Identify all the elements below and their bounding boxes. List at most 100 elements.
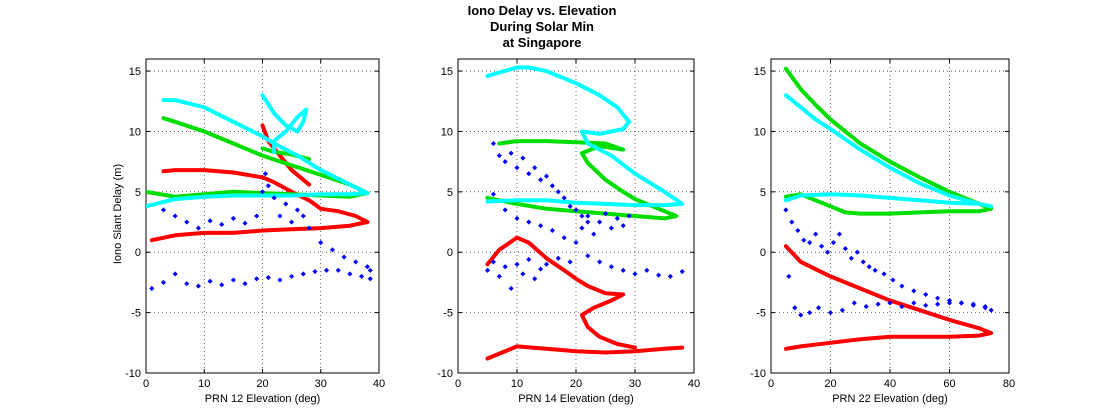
blue-data-point (807, 310, 813, 316)
blue-data-point (324, 267, 330, 273)
red-series-line (485, 344, 685, 361)
blue-data-point (184, 281, 190, 287)
y-tick-label: 0 (135, 247, 141, 259)
x-tick-label: 10 (511, 378, 523, 390)
x-axis-label: PRN 14 Elevation (deg) (518, 393, 634, 405)
y-tick-label: 15 (754, 66, 766, 78)
y-tick-label: -5 (131, 308, 141, 320)
blue-data-point (283, 201, 289, 207)
blue-data-point (549, 227, 555, 234)
blue-data-point (958, 300, 964, 306)
blue-data-point (277, 277, 283, 283)
blue-data-point (792, 305, 798, 311)
blue-data-point (608, 264, 614, 270)
blue-data-point (538, 266, 544, 272)
blue-data-point (490, 191, 496, 197)
blue-data-point (827, 310, 834, 316)
blue-data-point (520, 271, 526, 277)
blue-data-point (899, 304, 905, 310)
blue-data-point (824, 249, 831, 255)
blue-data-point (549, 183, 555, 189)
blue-data-point (219, 282, 225, 288)
red-series-line (260, 123, 312, 187)
blue-data-point (875, 301, 881, 307)
blue-data-point (935, 295, 941, 301)
blue-data-point (367, 276, 373, 282)
cyan-series-line (783, 93, 994, 209)
x-tick-label: 20 (570, 378, 582, 390)
blue-data-point (184, 219, 190, 225)
blue-data-point (579, 225, 585, 231)
blue-data-point (172, 271, 178, 277)
cyan-series-line (146, 98, 370, 209)
blue-data-point (502, 159, 508, 165)
blue-data-point (347, 271, 353, 277)
blue-data-point (801, 237, 807, 243)
x-axis-label: PRN 22 Elevation (deg) (832, 393, 948, 405)
subplots: 0 10 20 30 40 -10 -5 0 5 10 15 PRN 12 Elevation (de… (125, 58, 1015, 405)
y-tick-label: -10 (437, 368, 453, 380)
x-tick-label: 40 (373, 378, 385, 390)
blue-data-point (543, 261, 550, 267)
blue-data-point (795, 227, 801, 234)
blue-data-point (798, 312, 804, 318)
blue-data-point (496, 153, 502, 159)
blue-data-point (242, 220, 248, 226)
cyan-series-line (485, 65, 685, 208)
blue-data-point (149, 285, 155, 292)
blue-data-point (207, 218, 213, 224)
subplot-3: 0 20 40 60 80 -10 -5 0 5 10 15 PRN 22 Elevation (de… (750, 58, 1015, 405)
blue-data-point (854, 249, 860, 255)
blue-data-point (532, 276, 538, 282)
blue-data-point (970, 301, 976, 307)
blue-data-point (353, 259, 359, 265)
blue-data-point (573, 207, 579, 213)
blue-data-point (783, 207, 789, 213)
blue-data-point (219, 221, 225, 227)
blue-data-point (543, 173, 550, 179)
y-tick-label: -5 (756, 308, 766, 320)
blue-data-point (172, 213, 178, 219)
y-tick-label: 10 (441, 126, 453, 138)
blue-data-point (271, 195, 277, 201)
cyan-series-line (260, 93, 309, 154)
blue-data-point (839, 307, 845, 313)
blue-data-point (312, 269, 318, 275)
y-tick-label: 15 (441, 66, 453, 78)
blue-data-point (294, 207, 300, 213)
blue-data-point (242, 281, 248, 287)
blue-data-point (230, 277, 236, 283)
x-tick-label: 40 (688, 378, 700, 390)
x-tick-label: 0 (768, 378, 774, 390)
y-tick-label: -5 (443, 308, 453, 320)
blue-data-point (300, 271, 306, 277)
blue-data-point (490, 140, 496, 147)
y-tick-label: 0 (447, 247, 453, 259)
y-tick-label: 5 (135, 187, 141, 199)
chart-title-line-2: During Solar Min (490, 19, 594, 34)
blue-data-point (679, 269, 685, 275)
chart-title-line-3: at Singapore (503, 35, 582, 50)
x-tick-label: 30 (315, 378, 327, 390)
blue-data-point (490, 259, 496, 265)
blue-data-point (860, 259, 866, 265)
blue-data-point (195, 283, 201, 289)
blue-data-point (484, 267, 491, 273)
blue-data-point (816, 305, 822, 311)
y-tick-label: -10 (750, 368, 766, 380)
blue-data-point (254, 276, 260, 282)
blue-data-point (160, 207, 167, 213)
y-tick-label: -10 (125, 368, 141, 380)
blue-data-point (254, 213, 260, 219)
blue-data-point (597, 259, 603, 265)
x-tick-label: 0 (455, 378, 461, 390)
subplot-1: 0 10 20 30 40 -10 -5 0 5 10 15 PRN 12 Elevation (de… (125, 58, 385, 405)
blue-data-point (265, 275, 271, 281)
blue-data-point (786, 273, 792, 279)
data-layer (146, 93, 373, 292)
blue-data-point (567, 259, 573, 265)
blue-data-point (508, 285, 514, 292)
blue-data-point (848, 255, 854, 261)
blue-data-point (367, 267, 373, 273)
